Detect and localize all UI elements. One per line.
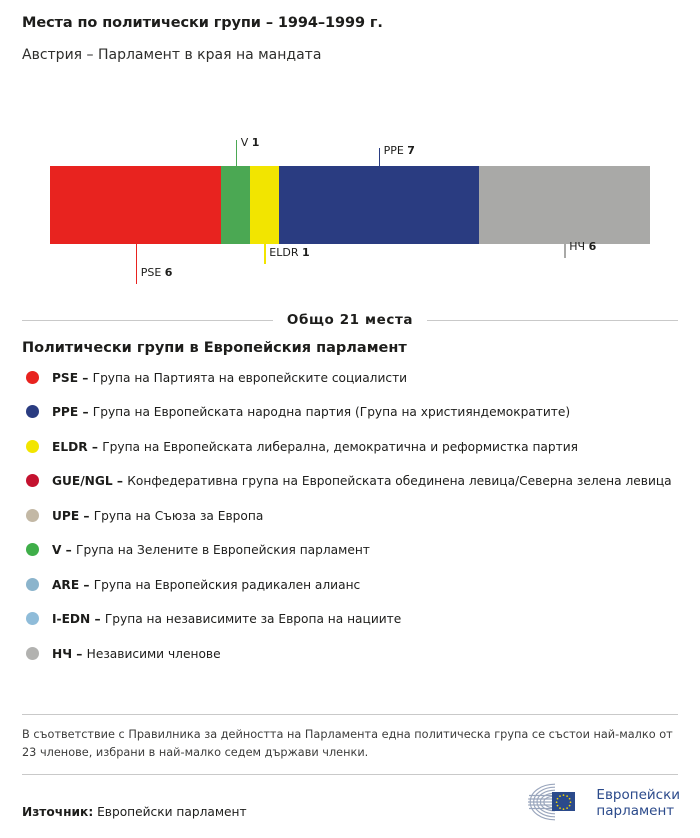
- legend-item-abbr: PSE: [52, 371, 79, 385]
- source-label: Източник:: [22, 805, 94, 819]
- legend-item-description: Конфедеративна група на Европейската обе…: [127, 474, 672, 489]
- legend-item-text: PSE – Група на Партията на европейските …: [52, 370, 407, 386]
- european-parliament-logo: Европейски парламент: [525, 781, 680, 827]
- legend-item-dash: –: [79, 577, 94, 592]
- legend-item-abbr: GUE/NGL: [52, 474, 113, 489]
- bar-segment-: [478, 166, 650, 244]
- legend-list: PSE – Група на Партията на европейските …: [22, 370, 680, 662]
- legend-item-guengl: GUE/NGL – Конфедеративна група на Европе…: [22, 473, 680, 489]
- footnote-text: В съответствие с Правилника за дейността…: [22, 728, 673, 759]
- callout-label: PPE 7: [383, 144, 415, 157]
- source-line: Източник: Европейски парламент: [22, 805, 247, 819]
- legend-item-upe: UPE – Група на Съюза за Европа: [22, 508, 680, 524]
- ep-logo-line2: парламент: [596, 803, 675, 819]
- legend-item-eldr: ELDR – Група на Европейската либерална, …: [22, 439, 680, 455]
- callout-leader-line: [135, 244, 138, 284]
- callout-label: ELDR 1: [269, 246, 310, 259]
- legend-item-dash: –: [79, 508, 94, 523]
- legend-item-abbr: V: [52, 543, 62, 558]
- callout-label: V 1: [240, 136, 260, 149]
- callout-label: НЧ 6: [569, 240, 597, 253]
- bar-segment-pse: [50, 166, 222, 244]
- ep-logo-line1: Европейски: [596, 787, 680, 804]
- legend-item-dash: –: [112, 474, 128, 489]
- legend-item-dash: –: [78, 371, 93, 385]
- legend-color-dot-icon: [26, 543, 39, 557]
- legend-item-abbr: I-EDN: [52, 612, 91, 627]
- legend-item-iedn: I-EDN – Група на независимите за Европа …: [22, 611, 680, 627]
- footnote-divider-bottom: [22, 774, 678, 775]
- legend-item-abbr: НЧ: [52, 646, 73, 661]
- legend-item-abbr: ARE: [52, 577, 80, 592]
- legend-item-dash: –: [87, 439, 103, 454]
- callout-leader-line: [378, 148, 381, 166]
- legend-item-description: Група на Европейската народна партия (Гр…: [92, 405, 571, 420]
- bar-segment-ppe: [278, 166, 479, 244]
- legend-item-are: ARE – Група на Европейския радикален али…: [22, 577, 680, 593]
- legend-item-description: Група на Европейската либерална, демокра…: [102, 439, 578, 454]
- legend-color-dot-icon: [26, 577, 39, 591]
- legend-color-dot-icon: [26, 612, 39, 626]
- legend-color-dot-icon: [26, 474, 39, 488]
- legend-item-pse: PSE – Група на Партията на европейските …: [22, 370, 680, 386]
- total-seats-label: Общо 21 места: [286, 312, 414, 328]
- legend-item-abbr: ELDR: [52, 439, 88, 454]
- page-subtitle: Австрия – Парламент в края на мандата: [22, 46, 322, 63]
- ep-logo-text: Европейски парламент: [596, 787, 680, 820]
- legend-item-description: Група на Зелените в Европейския парламен…: [76, 543, 370, 558]
- legend-item-text: PPE – Група на Европейската народна парт…: [52, 404, 570, 420]
- legend-item-dash: –: [90, 612, 105, 627]
- page-title: Места по политически групи – 1994–1999 г…: [22, 15, 383, 31]
- legend-item-abbr: PPE: [52, 405, 79, 420]
- legend-item-text: V – Група на Зелените в Европейския парл…: [52, 542, 370, 558]
- legend-item-dash: –: [72, 646, 87, 661]
- legend-item-description: Група на независимите за Европа на нации…: [104, 612, 402, 627]
- header: Места по политически групи – 1994–1999 г…: [22, 14, 680, 64]
- ep-emblem-icon: [525, 781, 587, 827]
- legend-color-dot-icon: [26, 646, 39, 660]
- legend-item-text: GUE/NGL – Конфедеративна група на Европе…: [52, 473, 672, 489]
- legend-color-dot-icon: [26, 508, 39, 522]
- legend-item-abbr: UPE: [52, 508, 80, 523]
- bar-segment-v: [221, 166, 250, 244]
- legend-item-dash: –: [78, 405, 93, 420]
- callout-label: PSE 6: [140, 266, 173, 279]
- footnote-divider-top: [22, 714, 678, 715]
- legend-title: Политически групи в Европейския парламен…: [22, 340, 407, 356]
- seats-bar-chart: PSE 6 V 1 ELDR 1 PPE 7 НЧ 6: [0, 130, 700, 290]
- legend-item-: НЧ – Независими членове: [22, 646, 680, 662]
- legend-item-v: V – Група на Зелените в Европейския парл…: [22, 542, 680, 558]
- legend-color-dot-icon: [26, 405, 39, 419]
- legend-item-description: Група на Съюза за Европа: [93, 508, 264, 523]
- total-seats-row: Общо 21 места: [22, 312, 678, 328]
- legend-item-text: UPE – Група на Съюза за Европа: [52, 508, 263, 524]
- bar-segment-eldr: [249, 166, 279, 244]
- legend-item-description: Независими членове: [86, 646, 221, 661]
- stacked-bar: [50, 166, 650, 244]
- divider-right: [427, 319, 678, 321]
- legend-item-text: ELDR – Група на Европейската либерална, …: [52, 439, 578, 455]
- callout-leader-line: [564, 244, 566, 258]
- source-value: Европейски парламент: [97, 805, 247, 819]
- legend-item-ppe: PPE – Група на Европейската народна парт…: [22, 404, 680, 420]
- legend-item-text: I-EDN – Група на независимите за Европа …: [52, 611, 401, 627]
- legend-color-dot-icon: [26, 371, 39, 384]
- divider-left: [22, 319, 273, 321]
- legend-color-dot-icon: [26, 439, 39, 453]
- legend-item-description: Група на Партията на европейските социал…: [92, 371, 408, 385]
- legend-item-dash: –: [61, 543, 77, 558]
- callout-leader-line: [235, 140, 238, 166]
- callout-leader-line: [264, 244, 266, 264]
- legend-item-text: ARE – Група на Европейския радикален али…: [52, 577, 360, 593]
- legend-item-description: Група на Европейския радикален алианс: [93, 577, 361, 592]
- legend: Политически групи в Европейския парламен…: [22, 340, 680, 680]
- legend-item-text: НЧ – Независими членове: [52, 646, 221, 662]
